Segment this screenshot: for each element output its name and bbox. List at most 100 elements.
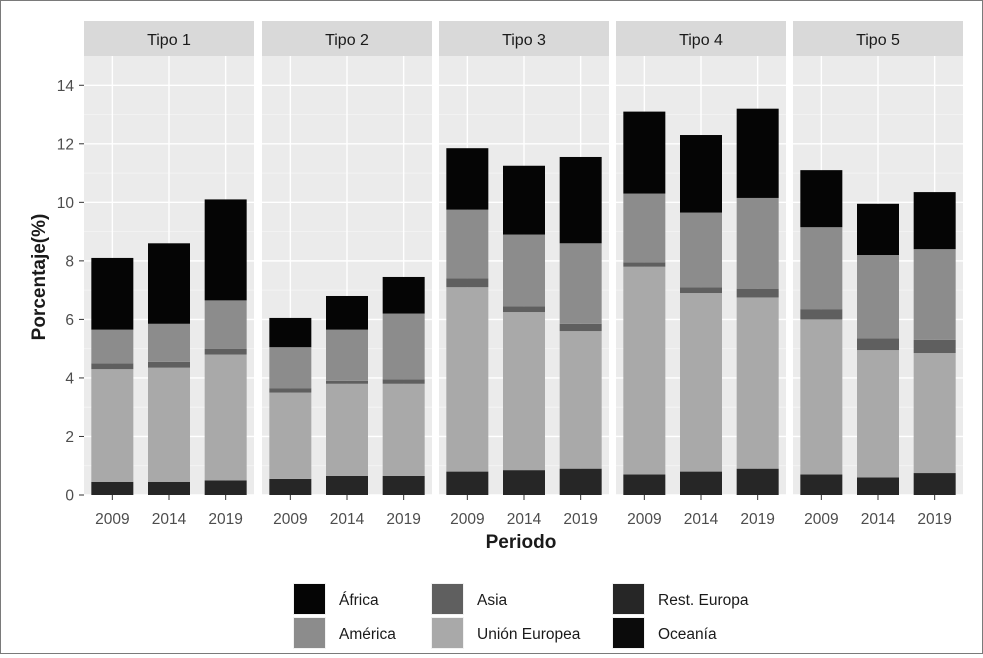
legend-label: América: [339, 626, 396, 643]
bar-segment-rest-europa: [446, 471, 489, 495]
legend-label: Oceanía: [658, 626, 717, 643]
bar-segment-rest-europa: [800, 474, 843, 495]
y-tick-label: 0: [65, 488, 74, 505]
legend-swatch: [613, 584, 644, 614]
x-tick-label: 2019: [208, 511, 242, 528]
bar-segment-am-rica: [148, 323, 190, 362]
bar-segment-rest-europa: [913, 473, 956, 495]
bar-segment-uni-n-europea: [326, 383, 368, 476]
bar-segment-rest-europa: [382, 475, 425, 495]
bar-segment--frica: [913, 192, 956, 250]
x-tick-label: 2009: [804, 511, 838, 528]
bar-segment-uni-n-europea: [913, 353, 956, 474]
facet-title: Tipo 2: [325, 32, 369, 49]
legend-swatch: [432, 584, 463, 614]
legend-label: Rest. Europa: [658, 592, 749, 609]
bar-segment-uni-n-europea: [148, 367, 190, 482]
bar-segment-uni-n-europea: [623, 266, 666, 475]
y-tick-label: 8: [65, 253, 74, 270]
bar-segment--frica: [503, 165, 545, 235]
facet-strip: [439, 21, 609, 56]
bar-segment-asia: [623, 262, 666, 267]
bar-segment-uni-n-europea: [736, 297, 779, 469]
bar-segment-rest-europa: [91, 481, 134, 495]
bar-segment-asia: [559, 323, 602, 332]
bar-segment-am-rica: [623, 193, 666, 263]
bar-segment-rest-europa: [680, 471, 722, 495]
bar-segment-am-rica: [736, 197, 779, 289]
bar-segment-rest-europa: [269, 478, 312, 495]
bar-segment-asia: [857, 338, 899, 351]
bar-segment-asia: [800, 309, 843, 320]
bar-segment--frica: [736, 108, 779, 198]
facet-title: Tipo 5: [856, 32, 900, 49]
bar-segment-rest-europa: [736, 468, 779, 495]
bar-segment-uni-n-europea: [91, 369, 134, 482]
bar-segment--frica: [446, 148, 489, 210]
x-tick-label: 2009: [95, 511, 129, 528]
x-tick-label: 2009: [627, 511, 661, 528]
bar-segment-asia: [503, 306, 545, 313]
bar-segment-uni-n-europea: [857, 350, 899, 478]
facet-strip: [616, 21, 786, 56]
bar-segment-asia: [269, 388, 312, 393]
bar-segment--frica: [857, 203, 899, 256]
bar-segment-asia: [91, 363, 134, 370]
y-tick-label: 2: [65, 429, 74, 446]
bar-segment-uni-n-europea: [446, 287, 489, 472]
bar-segment-asia: [736, 288, 779, 298]
bar-segment-am-rica: [800, 227, 843, 310]
legend-label: Asia: [477, 592, 508, 609]
bar-segment-rest-europa: [148, 481, 190, 495]
bar-segment-asia: [446, 278, 489, 288]
bar-segment-uni-n-europea: [503, 312, 545, 471]
x-tick-label: 2014: [507, 511, 542, 528]
bar-segment-am-rica: [680, 212, 722, 288]
bar-segment--frica: [623, 111, 666, 194]
x-tick-label: 2009: [273, 511, 307, 528]
bar-segment-asia: [148, 361, 190, 368]
bar-segment--frica: [269, 317, 312, 348]
x-tick-label: 2014: [861, 511, 896, 528]
bar-segment-am-rica: [559, 243, 602, 324]
y-axis-label: Porcentaje(%): [29, 214, 50, 341]
bar-segment-rest-europa: [204, 480, 247, 495]
bar-segment-uni-n-europea: [800, 319, 843, 475]
x-axis-label: Periodo: [486, 532, 557, 553]
bar-segment-am-rica: [503, 234, 545, 307]
bar-segment-asia: [913, 339, 956, 354]
bar-segment-asia: [382, 379, 425, 384]
y-tick-label: 10: [57, 195, 75, 212]
bar-segment--frica: [148, 243, 190, 324]
bar-segment--frica: [382, 276, 425, 314]
x-tick-label: 2019: [563, 511, 597, 528]
bar-segment-am-rica: [446, 209, 489, 279]
bar-segment-uni-n-europea: [382, 383, 425, 476]
bar-segment-asia: [680, 287, 722, 294]
facet-strip: [793, 21, 963, 56]
facet-strip: [262, 21, 432, 56]
bar-segment-rest-europa: [503, 470, 545, 495]
bar-segment--frica: [91, 257, 134, 330]
bar-segment-asia: [326, 380, 368, 384]
legend-label: África: [339, 592, 379, 609]
facet-title: Tipo 1: [147, 32, 191, 49]
legend-label: Unión Europea: [477, 626, 581, 643]
bar-segment-uni-n-europea: [269, 392, 312, 479]
legend-swatch: [294, 618, 325, 648]
bar-segment-rest-europa: [326, 475, 368, 495]
x-tick-label: 2014: [330, 511, 365, 528]
y-tick-label: 4: [65, 370, 74, 387]
bar-segment-am-rica: [913, 249, 956, 340]
y-tick-label: 14: [57, 78, 75, 95]
facet-strip: [84, 21, 254, 56]
bar-segment-rest-europa: [857, 477, 899, 495]
bar-segment-uni-n-europea: [204, 354, 247, 481]
bar-segment--frica: [326, 295, 368, 330]
x-tick-label: 2019: [740, 511, 774, 528]
y-tick-label: 6: [65, 312, 74, 329]
bar-segment-rest-europa: [623, 474, 666, 495]
x-tick-label: 2019: [917, 511, 951, 528]
bar-segment-asia: [204, 348, 247, 355]
